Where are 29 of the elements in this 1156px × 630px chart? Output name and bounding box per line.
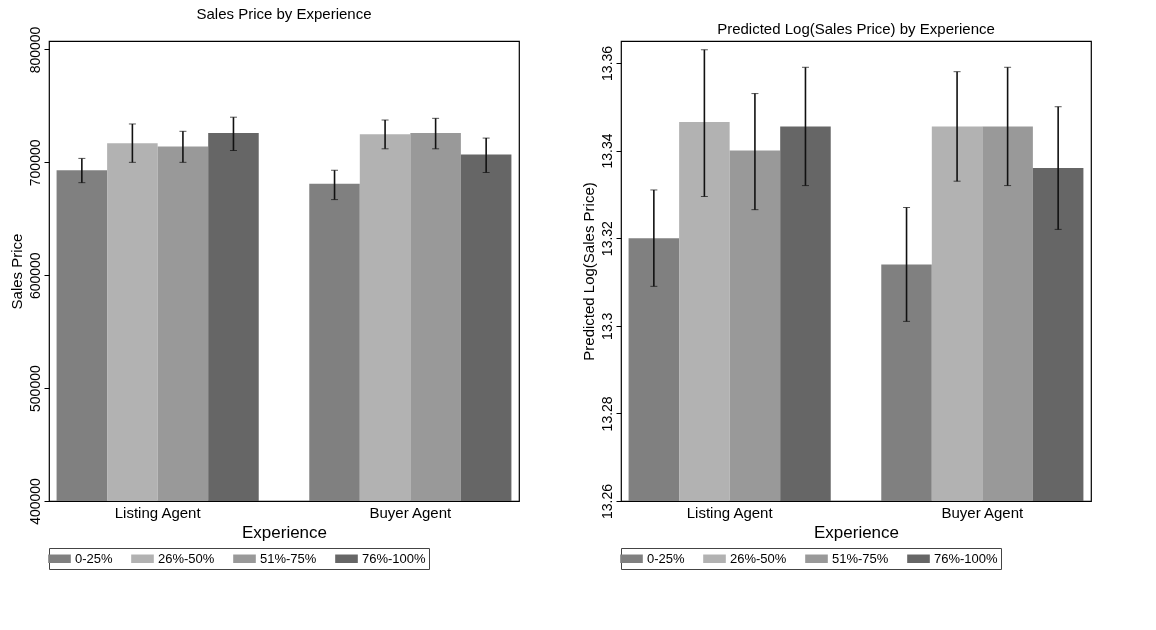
y-axis-title: Predicted Log(Sales Price) — [579, 182, 597, 361]
legend-label: 51%-75% — [832, 550, 889, 566]
legend-label: 76%-100% — [934, 550, 999, 566]
x-tick-label: Listing Agent — [686, 503, 774, 521]
x-axis-title: Experience — [813, 522, 900, 542]
y-tick-label: 13.28 — [598, 396, 615, 432]
legend-label: 26%-50% — [158, 550, 215, 566]
legend-label: 76%-100% — [362, 550, 427, 566]
y-tick-label: 800000 — [26, 26, 43, 74]
y-tick-label: 13.26 — [598, 483, 615, 520]
legend-label: 26%-50% — [730, 550, 787, 566]
chart-title: Sales Price by Experience — [196, 5, 372, 23]
legend-label: 0-25% — [647, 550, 686, 566]
y-tick-label: 13.36 — [598, 45, 615, 81]
x-tick-label: Buyer Agent — [941, 503, 1025, 521]
y-tick-label: 13.32 — [598, 220, 615, 257]
y-tick-label: 500000 — [26, 365, 43, 412]
x-tick-label: Buyer Agent — [369, 503, 453, 521]
y-tick-label: 400000 — [26, 477, 43, 525]
x-tick-label: Listing Agent — [114, 503, 202, 521]
chart-title: Predicted Log(Sales Price) by Experience — [717, 20, 995, 37]
y-axis-title: Sales Price — [7, 233, 25, 310]
y-tick-label: 13.3 — [598, 312, 615, 340]
x-axis-title: Experience — [241, 522, 328, 542]
y-tick-label: 600000 — [26, 252, 43, 300]
legend-label: 0-25% — [75, 550, 114, 566]
legend-label: 51%-75% — [260, 550, 317, 566]
y-tick-label: 13.34 — [598, 133, 615, 169]
y-tick-label: 700000 — [26, 139, 43, 187]
